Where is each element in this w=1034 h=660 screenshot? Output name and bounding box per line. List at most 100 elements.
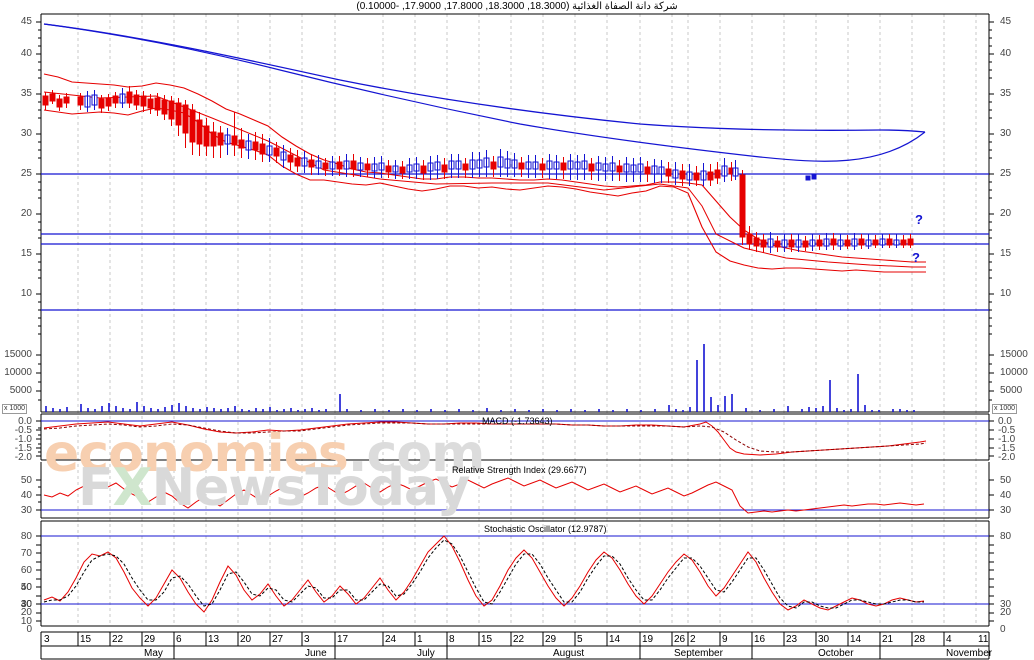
rsi-axis-label-left-2: 30 <box>20 505 32 516</box>
macd-axis-label-right-4: -2.0 <box>998 452 1016 463</box>
x-tick-12: 8 <box>449 634 455 645</box>
watermark-fxnewstoday: FXNewsToday <box>78 458 471 518</box>
volume-axis-label-left-0: 15000 <box>4 349 32 360</box>
stoch-axis-label-left-6: 20 <box>20 607 32 618</box>
x-tick-10: 24 <box>385 634 397 645</box>
x-tick-3: 29 <box>144 634 156 645</box>
mid-ma-line <box>43 91 926 268</box>
price-axis-label-left-3: 30 <box>20 128 32 139</box>
macd-axis-label-right-0: 0.0 <box>998 416 1012 427</box>
stoch-axis-label-left-3: 50 <box>20 582 32 593</box>
volume-axis-label-left-2: 5000 <box>9 385 32 396</box>
x-tick-1: 15 <box>80 634 92 645</box>
watermark-economies-text: economies <box>44 424 349 484</box>
x-tick-29: 11 <box>978 634 989 645</box>
x-tick-23: 23 <box>786 634 798 645</box>
price-axis-label-left-2: 35 <box>20 88 32 99</box>
x-tick-21: 9 <box>722 634 728 645</box>
month-label-6: November <box>946 648 993 659</box>
macd-axis-label-left-1: -0.5 <box>14 425 32 436</box>
month-label-0: May <box>144 648 163 659</box>
price-axis-label-left-1: 40 <box>20 48 32 59</box>
volume-bars <box>45 344 915 412</box>
watermark-economies-suffix: .com <box>347 424 485 484</box>
x-tick-18: 19 <box>642 634 654 645</box>
date-axis <box>40 631 990 660</box>
x-tick-16: 5 <box>577 634 583 645</box>
x-tick-7: 27 <box>272 634 284 645</box>
x-tick-22: 16 <box>754 634 766 645</box>
price-axis-label-left-5: 20 <box>20 208 32 219</box>
volume-axis-label-left-1: 10000 <box>4 367 32 378</box>
x-tick-14: 22 <box>513 634 525 645</box>
annotation-question-upper: ? <box>915 212 923 227</box>
macd-panel-title: MACD (-1.73643) <box>482 416 553 426</box>
x-tick-27: 28 <box>914 634 926 645</box>
macd-axis-label-right-1: -0.5 <box>998 425 1016 436</box>
price-axis-label-right-1: 40 <box>1000 48 1012 59</box>
stoch-axis-label-left-0: 80 <box>20 531 32 542</box>
price-panel <box>36 13 994 344</box>
x-tick-15: 29 <box>545 634 557 645</box>
volume-unit-label-right: x 1000 <box>992 404 1018 414</box>
x-tick-6: 20 <box>240 634 252 645</box>
stoch-axis-label-right-0: 80 <box>1000 531 1012 542</box>
price-axis-label-right-7: 10 <box>1000 288 1012 299</box>
macd-axis-label-left-3: -1.5 <box>14 443 32 454</box>
page-title: شركة دانة الصفاة الغذائية (18.3000, 18.3… <box>356 1 678 12</box>
watermark-fx-x: X <box>112 458 153 518</box>
stoch-axis-label-left-30: 30 <box>20 599 32 610</box>
watermark-economies: economies.com <box>44 424 485 484</box>
x-tick-9: 17 <box>337 634 349 645</box>
long-ma-line-main <box>43 23 926 133</box>
macd-signal-line <box>43 422 927 453</box>
volume-axis-label-right-1: 10000 <box>1000 367 1028 378</box>
stoch-axis-label-left-40: 40 <box>20 582 32 593</box>
x-tick-28: 4 <box>946 634 952 645</box>
volume-axis-ticks <box>36 354 994 401</box>
volume-axis-label-right-2: 5000 <box>1000 385 1023 396</box>
stoch-d-line <box>43 539 924 609</box>
rsi-axis-label-left-1: 40 <box>20 490 32 501</box>
stoch-axis-label-zero: 0 <box>26 624 32 635</box>
stoch-axis-ticks <box>36 535 994 622</box>
macd-axis-label-left-0: 0.0 <box>18 416 32 427</box>
long-ma-line <box>43 23 926 162</box>
rsi-axis-ticks <box>36 479 994 511</box>
stochastic-panel <box>36 520 994 627</box>
stoch-axis-label-left-4: 40 <box>20 599 32 610</box>
x-tick-26: 21 <box>882 634 894 645</box>
price-axis-label-right-4: 25 <box>1000 168 1012 179</box>
macd-axis-label-left-2: -1.0 <box>14 434 32 445</box>
stoch-axis-label-zero-right: 0 <box>1000 624 1006 635</box>
stoch-axis-label-left-7: 10 <box>20 616 32 627</box>
stoch-axis-label-left-2: 60 <box>20 565 32 576</box>
month-label-5: October <box>818 648 854 659</box>
price-axis-label-right-3: 30 <box>1000 128 1012 139</box>
stoch-panel-title: Stochastic Oscillator (12.9787) <box>484 524 607 534</box>
price-axis-label-left-6: 15 <box>20 248 32 259</box>
gridlines <box>77 14 977 626</box>
stoch-axis-label-left-30b: 30 <box>20 599 32 610</box>
rsi-axis-label-right-0: 50 <box>1000 475 1012 486</box>
x-tick-8: 3 <box>304 634 310 645</box>
macd-axis-ticks <box>36 420 994 457</box>
x-tick-24: 30 <box>818 634 830 645</box>
x-tick-11: 1 <box>417 634 423 645</box>
price-axis-label-right-2: 35 <box>1000 88 1012 99</box>
watermark-fx-rest: NewsToday <box>151 458 471 518</box>
stoch-axis-label-left-30c: 30 <box>20 599 32 610</box>
macd-axis-label-left-4: -2.0 <box>14 452 32 463</box>
macd-panel <box>36 413 994 461</box>
stoch-axis-label-right-5: 30 <box>1000 599 1012 610</box>
price-axis-label-left-0: 45 <box>20 16 32 27</box>
rsi-axis-label-left-0: 50 <box>20 475 32 486</box>
x-tick-13: 15 <box>481 634 493 645</box>
price-axis-label-right-5: 20 <box>1000 208 1012 219</box>
month-label-4: September <box>674 648 723 659</box>
price-axis-label-left-4: 25 <box>20 168 32 179</box>
volume-panel <box>36 344 994 413</box>
volume-unit-label-left: x 1000 <box>2 404 28 414</box>
volume-axis-label-right-0: 15000 <box>1000 349 1028 360</box>
